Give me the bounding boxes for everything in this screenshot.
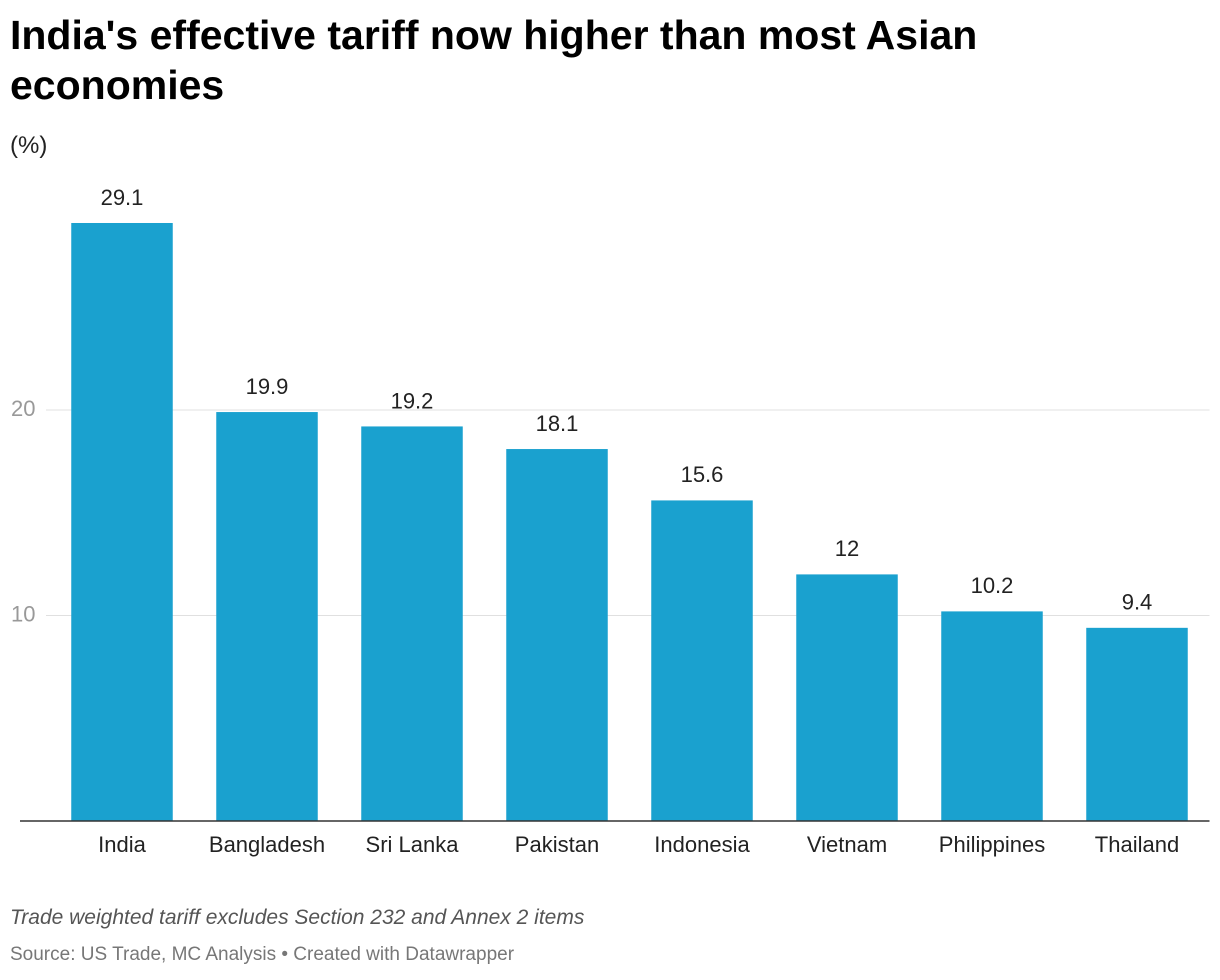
x-tick-label: Vietnam	[807, 832, 887, 857]
bar	[216, 412, 318, 821]
x-tick-label: Sri Lanka	[366, 832, 460, 857]
value-label: 9.4	[1122, 590, 1153, 615]
y-tick-label: 20	[11, 396, 35, 421]
bar	[361, 426, 463, 821]
x-tick-label: Indonesia	[654, 832, 750, 857]
chart-note: Trade weighted tariff excludes Section 2…	[10, 906, 585, 929]
y-tick-label: 10	[11, 601, 35, 626]
bar	[941, 611, 1043, 821]
value-label: 29.1	[101, 185, 144, 210]
x-tick-label: Pakistan	[515, 832, 599, 857]
bar	[1086, 627, 1188, 821]
x-tick-label: Thailand	[1095, 832, 1179, 857]
value-label: 15.6	[681, 462, 724, 487]
x-tick-label: Bangladesh	[209, 832, 325, 857]
chart-subtitle: (%)	[10, 132, 48, 159]
value-label: 19.2	[391, 388, 434, 413]
value-label: 19.9	[246, 374, 289, 399]
chart: 10 20 India 29.1 Bangladesh 19.9 Sri Lanka 19.2…	[11, 185, 1210, 857]
bar	[651, 500, 753, 821]
value-label: 12	[835, 536, 859, 561]
value-label: 18.1	[536, 411, 579, 436]
x-tick-label: Philippines	[939, 832, 1045, 857]
chart-title: India's effective tariff now higher than…	[10, 12, 978, 108]
x-tick-label: India	[98, 832, 146, 857]
bar	[506, 449, 608, 821]
bar	[796, 574, 898, 821]
bar	[71, 222, 173, 821]
chart-source: Source: US Trade, MC Analysis • Created …	[10, 944, 515, 965]
value-label: 10.2	[971, 573, 1014, 598]
